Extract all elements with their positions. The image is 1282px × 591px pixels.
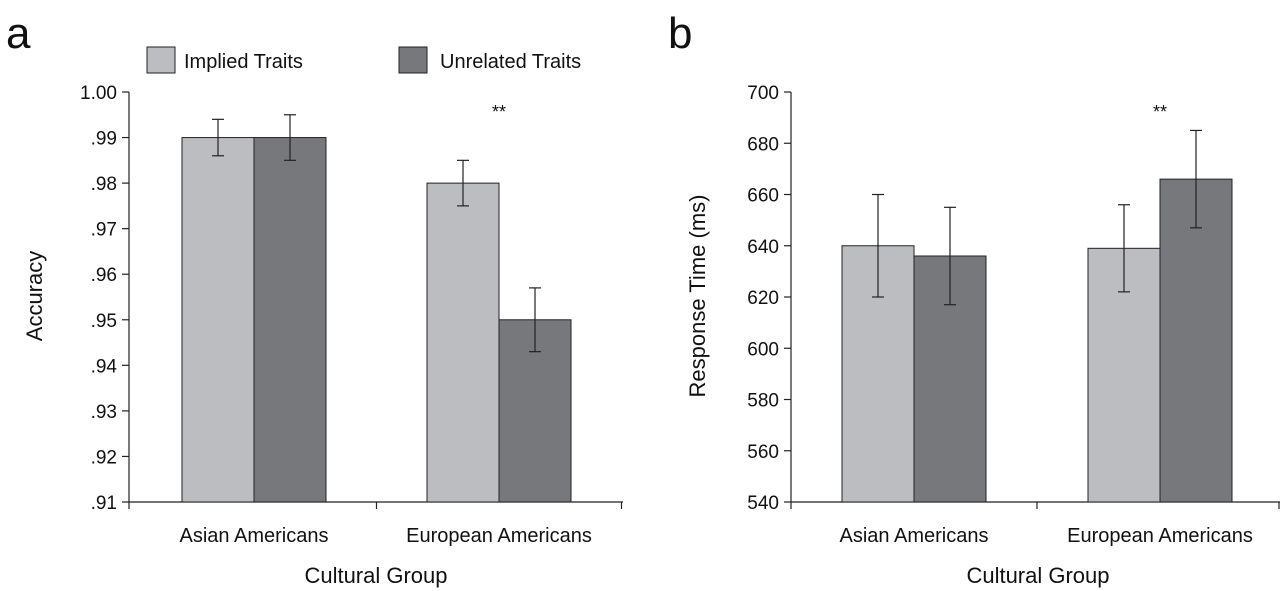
panel-a-accuracy: a Implied Traits Unrelated Traits .91 .92…	[6, 9, 623, 588]
y-tick-label: .93	[91, 402, 117, 423]
chart-b-plot: 540 560 580 600 620 640 660 680 700 Asian America…	[747, 83, 1280, 547]
bar-unrelated-asian	[253, 137, 327, 503]
x-category-label: European Americans	[1067, 525, 1253, 547]
y-tick-label: 600	[747, 339, 779, 360]
y-tick-label: 700	[747, 83, 779, 104]
panel-b-letter: b	[668, 9, 692, 58]
legend-swatch-unrelated	[398, 46, 428, 74]
x-category-label: European Americans	[406, 525, 592, 547]
y-tick-label: .95	[91, 311, 117, 332]
y-tick-label: .96	[91, 265, 117, 286]
significance-marker: **	[1153, 102, 1167, 122]
panel-b-response-time: b 540 560 580 600 620 640 660 680 700 Asian Ameri…	[668, 9, 1280, 588]
y-tick-label: 1.00	[80, 83, 117, 104]
y-tick-label: 580	[747, 391, 779, 412]
y-tick-label: 540	[747, 493, 779, 514]
x-category-label: Asian Americans	[840, 525, 989, 547]
y-tick-label: .98	[91, 174, 117, 195]
chart-a-plot: .91 .92 .93 .94 .95 .96 .97 .98 .99 1.00 Asian Ame…	[80, 83, 623, 547]
chart-a-ylabel: Accuracy	[22, 251, 47, 341]
significance-marker: **	[492, 102, 506, 122]
y-tick-label: .94	[91, 356, 118, 377]
y-tick-label: .92	[91, 447, 117, 468]
y-tick-label: .99	[91, 129, 117, 150]
y-tick-label: 680	[747, 134, 779, 155]
y-tick-label: 560	[747, 442, 779, 463]
legend: Implied Traits Unrelated Traits	[146, 46, 581, 74]
bar-implied-asian	[181, 137, 255, 503]
y-tick-label: .97	[91, 220, 117, 241]
y-tick-label: .91	[91, 493, 117, 514]
legend-label-implied: Implied Traits	[184, 51, 303, 73]
bar-implied-european	[426, 182, 500, 503]
chart-a-xlabel: Cultural Group	[304, 563, 447, 588]
y-tick-label: 640	[747, 237, 779, 258]
legend-swatch-implied	[146, 46, 176, 74]
panel-a-letter: a	[6, 9, 31, 58]
x-category-label: Asian Americans	[180, 525, 329, 547]
chart-b-xlabel: Cultural Group	[966, 563, 1109, 588]
y-tick-label: 620	[747, 288, 779, 309]
chart-b-ylabel: Response Time (ms)	[685, 195, 710, 398]
legend-label-unrelated: Unrelated Traits	[440, 51, 581, 73]
y-tick-label: 660	[747, 186, 779, 207]
